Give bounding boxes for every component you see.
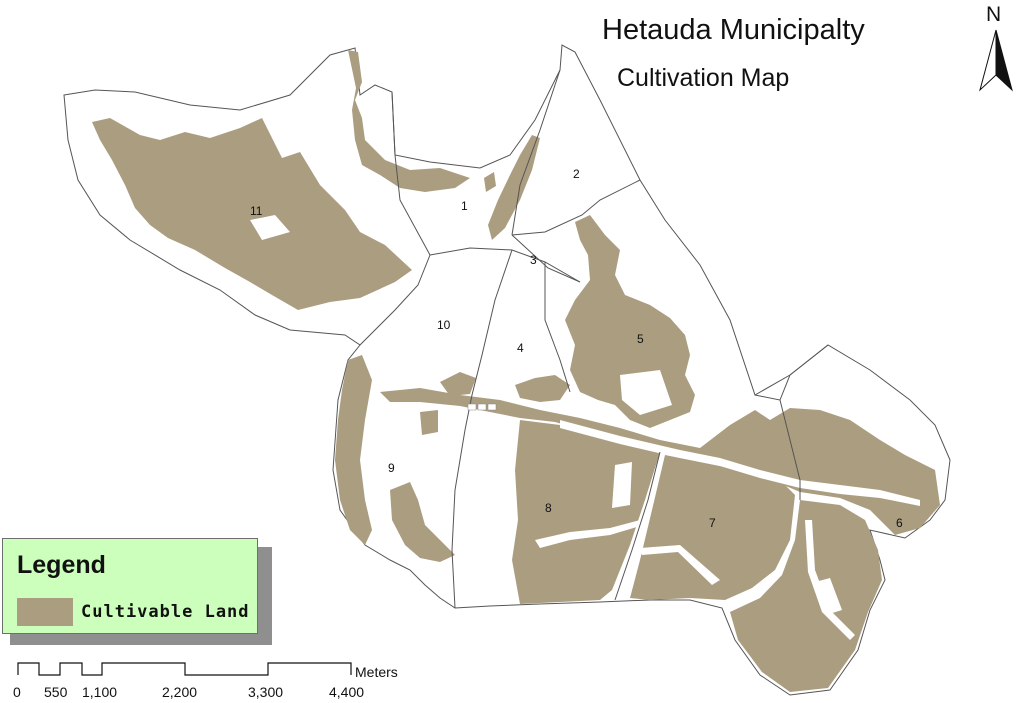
ward-label-8: 8: [545, 501, 552, 515]
cultivable-patch-ward-1-strip: [488, 135, 540, 240]
ward-boundary-2-5: [511, 179, 641, 236]
scale-tick-2200: 2,200: [162, 684, 197, 700]
legend-box: Legend Cultivable Land: [2, 538, 258, 634]
ward-boundary-11-1: [391, 91, 431, 256]
ward-boundary-10-11: [359, 254, 431, 346]
ward-label-5: 5: [637, 332, 644, 346]
cultivable-patch-ward-6: [730, 500, 882, 692]
ward-label-6: 6: [896, 516, 903, 530]
ward-boundary-4-5: [544, 262, 571, 393]
ward-boundaries: [359, 69, 829, 609]
scale-bar: [17, 662, 352, 676]
north-label: N: [986, 3, 1002, 26]
settlement-gap-ward-5: [620, 370, 672, 415]
ward-label-3: 3: [530, 253, 537, 267]
cultivable-patch-ward-4: [515, 375, 570, 402]
cultivable-patch-ward-9-small: [420, 410, 438, 435]
cultivable-patch-ward-7: [630, 455, 795, 600]
cultivable-patch-ward-9-east: [390, 482, 455, 562]
stream-gap-ward-6: [805, 520, 855, 640]
north-arrow-icon: [979, 29, 1013, 92]
cultivable-patch-ward-9-west: [335, 355, 372, 545]
cultivable-patch-ward-1-small: [484, 172, 496, 192]
cultivable-patch-ward-10: [440, 372, 476, 396]
settlement-gap-ward-11: [250, 215, 290, 240]
cultivable-patch-ward-5: [565, 215, 695, 428]
stream-gap-ward-7: [640, 545, 720, 585]
non-cultivable-gaps: [250, 215, 920, 640]
urban-blocks: [467, 403, 497, 411]
scale-tick-0: 0: [13, 684, 21, 700]
scale-unit: Meters: [355, 664, 398, 680]
map-title: Hetauda Municipalty: [602, 14, 865, 46]
ward-label-11: 11: [250, 204, 263, 218]
cultivable-patch-ward-11: [92, 118, 412, 310]
settlement-gap-ward-8: [612, 462, 632, 508]
ward-label-1: 1: [461, 199, 468, 213]
legend-title: Legend: [17, 551, 106, 579]
legend-label-cultivable: Cultivable Land: [81, 602, 250, 622]
ward-boundary-1-2: [511, 69, 561, 236]
cultivable-patch-ward-1-north: [348, 50, 470, 192]
scale-tick-4400: 4,400: [329, 684, 364, 700]
ward-label-7: 7: [709, 516, 716, 530]
settlement-gap-ward-6: [815, 578, 842, 615]
scale-tick-3300: 3,300: [248, 684, 283, 700]
stream-gap-ward-8: [535, 520, 640, 548]
ward-boundary-4-10: [451, 249, 513, 609]
ward-boundary-7-8: [614, 451, 661, 601]
scale-tick-1100: 1,100: [82, 684, 117, 700]
ward-boundary-3: [511, 234, 581, 283]
scale-labels: 0 550 1,100 2,200 3,300 4,400 Meters: [13, 664, 398, 700]
map-subtitle: Cultivation Map: [617, 64, 790, 92]
ward-label-9: 9: [388, 461, 395, 475]
river-gap-central: [560, 420, 920, 506]
ward-labels: 1 2 3 4 5 6 7 8 9 10 11: [250, 167, 903, 530]
ward-label-4: 4: [517, 341, 524, 355]
cultivable-patch-river-band: [380, 388, 940, 535]
ward-boundary-6-7: [754, 394, 801, 500]
ward-label-2: 2: [573, 167, 580, 181]
legend-swatch-cultivable: [17, 598, 73, 626]
ward-boundary-6-east: [779, 344, 829, 401]
scale-tick-550: 550: [44, 684, 68, 700]
ward-label-10: 10: [437, 318, 451, 332]
